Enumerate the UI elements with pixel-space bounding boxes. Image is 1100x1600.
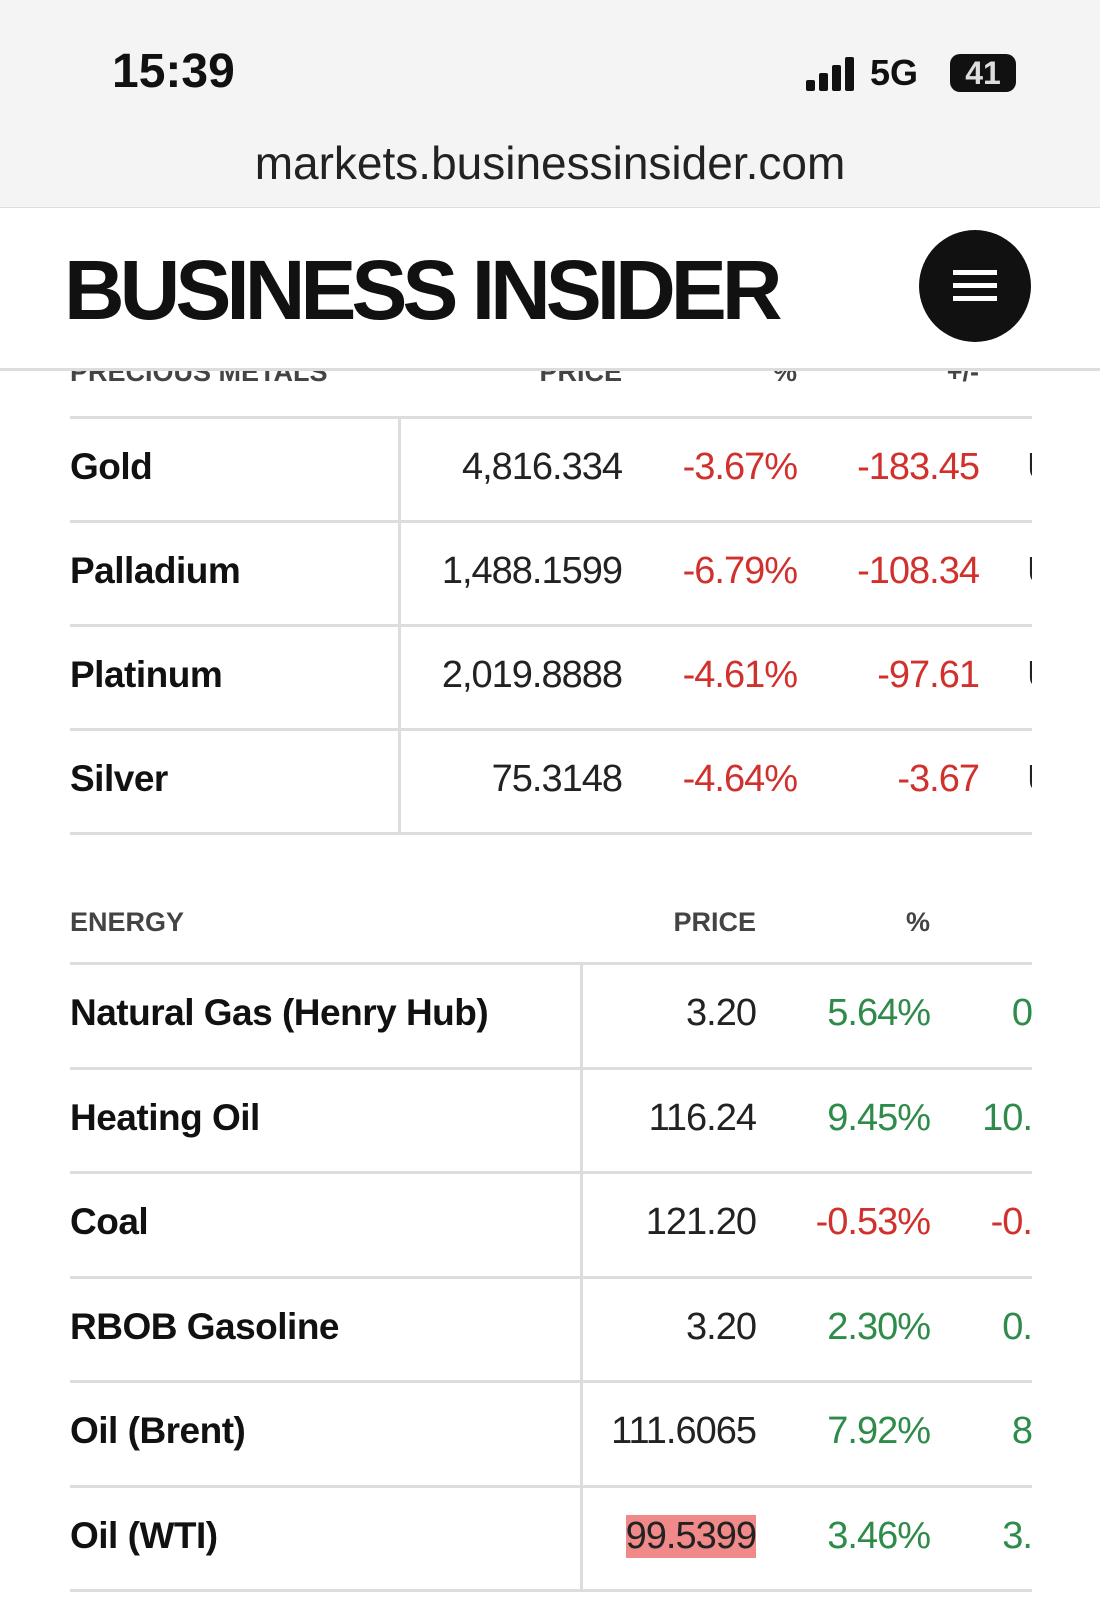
network-label: 5G <box>870 52 919 93</box>
cell: 8 <box>1011 1410 1033 1453</box>
column-header: % <box>905 907 930 937</box>
row-divider <box>70 1589 1032 1592</box>
cell: -3.67% <box>682 446 798 488</box>
cell: U <box>1027 654 1032 697</box>
energy-table: ENERGY PRICE% Natural Gas (Henry Hub) 3.20 5… <box>0 880 1100 1600</box>
cell: 10. <box>982 1096 1033 1139</box>
column-header: PRICE <box>673 907 756 937</box>
cell: -0.53% <box>815 1201 931 1244</box>
row-divider <box>70 1380 1032 1383</box>
row-label: Natural Gas (Henry Hub) <box>70 992 489 1034</box>
row-divider <box>70 416 1032 419</box>
cell: 3.20 <box>686 1305 757 1348</box>
cell: U <box>1027 446 1032 489</box>
signal-icon <box>806 57 854 91</box>
cell: 2.30% <box>827 1305 931 1348</box>
column-header: % <box>772 371 797 387</box>
cell: -108.34 <box>857 550 980 592</box>
row-label: RBOB Gasoline <box>70 1305 340 1347</box>
cell: -183.45 <box>857 446 980 488</box>
column-header: PRICE <box>539 371 622 387</box>
clock: 15:39 <box>112 45 235 98</box>
cell: 3. <box>1002 1514 1033 1557</box>
row-label: Gold <box>70 446 153 487</box>
cell: 3.20 <box>686 992 757 1035</box>
cell: 3.46% <box>827 1514 931 1557</box>
menu-bar <box>953 283 997 288</box>
cell: U <box>1027 758 1032 801</box>
cell: 5.64% <box>827 992 931 1035</box>
row-divider <box>70 1275 1032 1279</box>
row-divider <box>70 728 1032 731</box>
url[interactable]: markets.businessinsider.com <box>254 137 846 189</box>
cell: 121.20 <box>645 1201 757 1244</box>
cell: 2,019.8888 <box>441 654 623 696</box>
row-divider <box>70 832 1032 835</box>
row-divider <box>70 520 1032 523</box>
cell: -3.67 <box>897 758 980 800</box>
cell: 1,488.1599 <box>441 550 623 592</box>
menu-bar <box>953 296 997 301</box>
cell: 7.92% <box>827 1410 931 1453</box>
row-label: Heating Oil <box>70 1096 260 1138</box>
browser-chrome <box>0 0 1100 208</box>
row-divider <box>70 1171 1032 1174</box>
cell: -0. <box>990 1201 1033 1244</box>
row-divider <box>70 1484 1032 1488</box>
header-divider <box>0 368 1100 371</box>
row-label: Oil (Brent) <box>70 1410 246 1452</box>
logo[interactable]: BUSINESS INSIDER <box>64 243 782 337</box>
row-label: Palladium <box>70 550 241 591</box>
battery: 41 <box>950 54 1016 92</box>
cell: 0 <box>1011 992 1033 1035</box>
cell: -4.64% <box>682 758 798 800</box>
row-label: Silver <box>70 758 168 799</box>
row-divider <box>70 1066 1032 1070</box>
cell: 0. <box>1002 1305 1033 1348</box>
column-header: +/- <box>946 371 979 387</box>
cell: -6.79% <box>682 550 798 592</box>
cell: 4,816.334 <box>461 446 623 488</box>
cell: U <box>1027 550 1032 593</box>
row-label: Oil (WTI) <box>70 1514 218 1556</box>
row-divider <box>70 624 1032 627</box>
cell: 111.6065 <box>611 1410 757 1453</box>
cell: -4.61% <box>682 654 798 696</box>
row-label: Platinum <box>70 654 223 695</box>
row-divider <box>70 962 1032 965</box>
cell: 9.45% <box>827 1096 931 1139</box>
column-header: ENERGY <box>70 907 185 937</box>
cell: 75.3148 <box>491 758 623 800</box>
row-label: Coal <box>70 1201 149 1243</box>
cell: -97.61 <box>877 654 980 696</box>
column-header: PRECIOUS METALS <box>70 371 328 387</box>
menu-button[interactable] <box>919 230 1031 342</box>
cell: 116.24 <box>648 1096 757 1139</box>
metals-table: PRECIOUS METALS PRICE% +/- Gold 4,816.334 -3.… <box>0 371 1100 851</box>
menu-bar <box>953 270 997 275</box>
cell: 99.5399 <box>625 1514 757 1558</box>
